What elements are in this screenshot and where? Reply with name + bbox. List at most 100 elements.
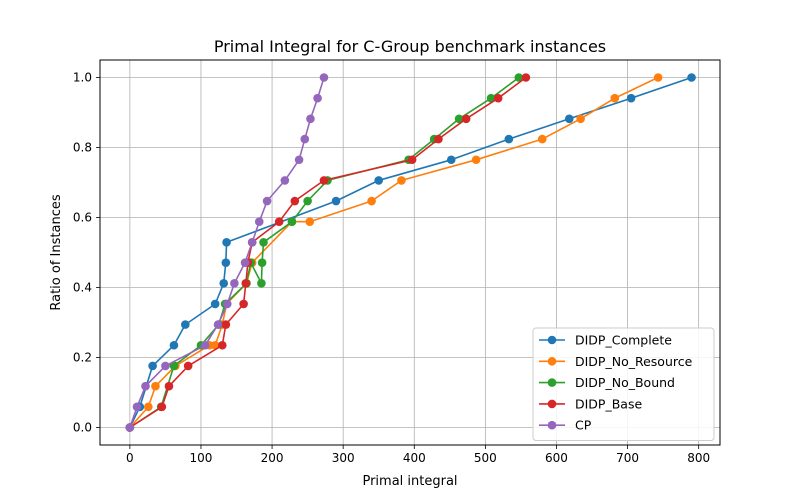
data-point: [200, 340, 210, 350]
legend-label: DIDP_No_Resource: [575, 354, 693, 369]
data-point: [434, 134, 443, 144]
plot-area-frame: [99, 59, 721, 446]
data-point: [240, 258, 250, 267]
data-point: [230, 279, 239, 288]
data-point: [157, 402, 167, 412]
data-point: [181, 320, 190, 329]
x-tick-label: 700: [616, 451, 639, 465]
data-point: [169, 361, 179, 371]
data-point: [257, 258, 267, 267]
data-point: [280, 176, 290, 185]
data-point: [446, 155, 456, 165]
data-point: [493, 93, 503, 103]
legend-label: CP: [575, 418, 592, 433]
data-point: [210, 299, 220, 309]
data-point: [151, 381, 160, 391]
data-point: [653, 73, 663, 82]
data-point: [254, 217, 264, 226]
data-point: [576, 114, 585, 124]
x-tick-label: 400: [403, 451, 426, 465]
x-axis-label: Primal integral: [362, 474, 457, 489]
data-point: [125, 423, 135, 432]
data-point: [148, 361, 157, 371]
x-tick-label: 300: [332, 451, 355, 465]
data-point: [183, 361, 193, 371]
series-layer: [125, 73, 696, 432]
data-point: [514, 73, 524, 82]
data-point: [257, 279, 266, 288]
data-point: [504, 134, 514, 144]
data-point: [259, 238, 268, 247]
data-point: [221, 320, 231, 329]
data-point: [331, 196, 341, 206]
legend: DIDP_Complete DIDP_No_Resource DIDP_No_Bou…: [532, 327, 715, 441]
legend-item: DIDP_No_Bound: [539, 375, 675, 390]
legend-marker: [547, 378, 557, 387]
y-tick-label: 0.4: [73, 281, 92, 295]
data-point: [454, 114, 464, 124]
data-point: [169, 340, 179, 350]
y-tick-label: 1.0: [73, 71, 92, 85]
data-point: [287, 217, 297, 226]
x-tick-label: 500: [474, 451, 497, 465]
data-point: [306, 114, 315, 124]
data-point: [537, 134, 547, 144]
data-point: [290, 196, 300, 206]
legend-item: DIDP_No_Resource: [539, 354, 693, 369]
data-point: [213, 320, 223, 329]
series-line: [129, 76, 692, 428]
legend-marker: [547, 399, 557, 409]
data-point: [521, 73, 531, 82]
data-point: [564, 114, 574, 124]
data-point: [217, 340, 227, 350]
data-point: [610, 93, 620, 103]
data-point: [294, 155, 304, 165]
legend-marker: [547, 335, 557, 345]
data-point: [300, 134, 310, 144]
data-point: [247, 238, 257, 247]
y-tick-label: 0.6: [73, 211, 92, 225]
y-axis-label: Ratio of Instances: [49, 194, 64, 310]
chart-title: Primal Integral for C-Group benchmark in…: [214, 37, 606, 56]
x-tick-label: 200: [261, 451, 284, 465]
y-tick-label: 0.2: [73, 351, 92, 365]
x-tick-label: 100: [190, 451, 213, 465]
data-point: [626, 93, 636, 103]
data-point: [305, 217, 315, 226]
y-tick-label: 0.0: [73, 421, 92, 435]
data-point: [262, 196, 272, 206]
data-point: [219, 279, 229, 288]
series-didp-base: [125, 73, 531, 432]
series-didp-complete: [125, 73, 696, 432]
data-point: [471, 155, 481, 165]
x-tick-label: 800: [687, 451, 710, 465]
data-point: [313, 93, 322, 103]
data-point: [222, 238, 231, 247]
data-point: [161, 361, 170, 371]
legend-marker: [547, 357, 557, 366]
x-tick-label: 600: [545, 451, 568, 465]
x-tick-label: 0: [126, 451, 134, 465]
legend-label: DIDP_Complete: [575, 333, 672, 348]
data-point: [319, 176, 329, 185]
data-point: [221, 258, 231, 267]
legend-label: DIDP_Base: [575, 396, 642, 411]
data-point: [407, 155, 417, 165]
data-point: [239, 299, 248, 309]
legend-item: DIDP_Base: [539, 396, 642, 411]
data-point: [164, 381, 174, 391]
data-point: [461, 114, 471, 124]
data-point: [367, 196, 376, 206]
legend-marker: [547, 420, 557, 430]
data-point: [374, 176, 384, 185]
y-tick-label: 0.8: [73, 141, 92, 155]
data-point: [222, 299, 232, 309]
legend-item: CP: [539, 418, 592, 433]
legend-box: [532, 327, 715, 441]
legend-label: DIDP_No_Bound: [575, 375, 675, 390]
axes: 0 100 200 300 400 500 600 700 800 0.0 0.2 0.4 0.6 0.8…: [73, 71, 710, 466]
series-cp: [125, 73, 329, 432]
data-point: [274, 217, 284, 226]
